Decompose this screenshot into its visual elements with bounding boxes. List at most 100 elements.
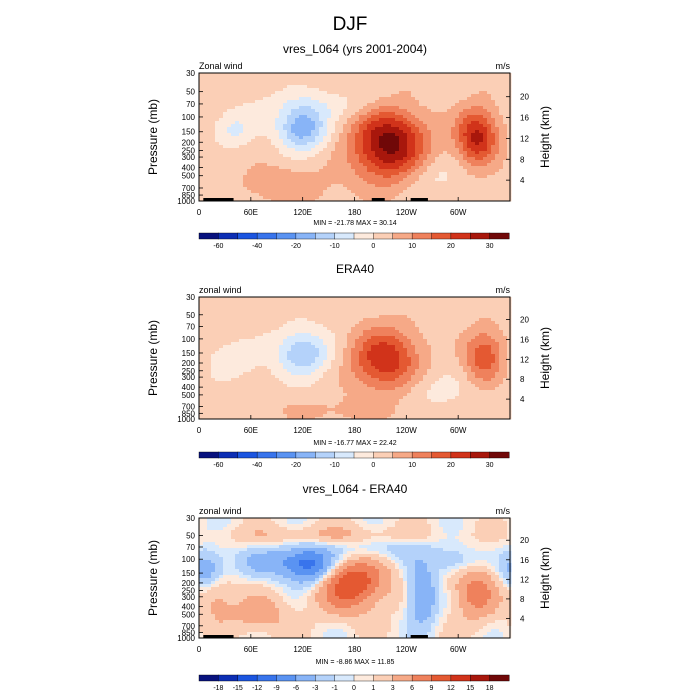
field-cell <box>211 178 216 182</box>
field-cell <box>487 181 492 185</box>
field-cell <box>251 151 256 155</box>
field-cell <box>431 342 436 346</box>
field-cell <box>223 345 228 349</box>
field-cell <box>335 184 340 188</box>
field-cell <box>471 193 476 197</box>
field-cell <box>223 175 228 179</box>
field-cell <box>331 100 336 104</box>
field-cell <box>387 199 392 202</box>
field-cell <box>287 148 292 152</box>
field-cell <box>247 157 252 161</box>
field-cell <box>439 300 444 304</box>
field-cell <box>231 121 236 125</box>
field-cell <box>487 184 492 188</box>
field-cell <box>423 118 428 122</box>
field-cell <box>279 88 284 92</box>
field-cell <box>419 315 424 319</box>
field-cell <box>235 339 240 343</box>
field-cell <box>391 348 396 352</box>
field-cell <box>443 321 448 325</box>
field-cell <box>319 187 324 191</box>
field-cell <box>299 333 304 337</box>
field-cell <box>327 303 332 307</box>
field-cell <box>439 306 444 310</box>
field-cell <box>455 103 460 107</box>
field-cell <box>507 345 512 349</box>
field-cell <box>495 151 500 155</box>
field-cell <box>467 118 472 122</box>
field-cell <box>355 73 360 77</box>
field-cell <box>207 178 212 182</box>
field-cell <box>499 312 504 316</box>
field-cell <box>339 345 344 349</box>
field-cell <box>451 115 456 119</box>
field-cell <box>427 151 432 155</box>
field-cell <box>459 142 464 146</box>
field-cell <box>503 136 508 140</box>
field-cell <box>419 82 424 86</box>
field-cell <box>395 82 400 86</box>
field-cell <box>207 100 212 104</box>
field-cell <box>207 121 212 125</box>
field-cell <box>499 184 504 188</box>
field-cell <box>447 139 452 143</box>
field-cell <box>215 336 220 340</box>
field-cell <box>483 336 488 340</box>
field-cell <box>411 157 416 161</box>
field-cell <box>279 342 284 346</box>
field-cell <box>419 85 424 89</box>
field-cell <box>455 157 460 161</box>
field-cell <box>419 136 424 140</box>
field-cell <box>483 342 488 346</box>
field-cell <box>371 94 376 98</box>
field-cell <box>443 85 448 89</box>
field-cell <box>439 160 444 164</box>
field-cell <box>447 303 452 307</box>
field-cell <box>379 351 384 355</box>
field-cell <box>279 145 284 149</box>
field-cell <box>491 85 496 89</box>
field-cell <box>251 121 256 125</box>
field-cell <box>307 79 312 83</box>
field-cell <box>363 163 368 167</box>
field-cell <box>215 303 220 307</box>
field-cell <box>379 312 384 316</box>
field-cell <box>287 166 292 170</box>
field-cell <box>499 121 504 125</box>
field-cell <box>411 181 416 185</box>
field-cell <box>279 112 284 116</box>
field-cell <box>199 327 204 331</box>
field-cell <box>339 327 344 331</box>
field-cell <box>483 115 488 119</box>
field-cell <box>471 330 476 334</box>
field-cell <box>267 193 272 197</box>
field-cell <box>415 345 420 349</box>
field-cell <box>463 118 468 122</box>
field-cell <box>451 348 456 352</box>
field-cell <box>471 181 476 185</box>
field-cell <box>379 151 384 155</box>
field-cell <box>323 112 328 116</box>
field-cell <box>443 118 448 122</box>
field-cell <box>503 327 508 331</box>
field-cell <box>467 145 472 149</box>
field-cell <box>459 127 464 131</box>
field-cell <box>287 100 292 104</box>
field-cell <box>415 336 420 340</box>
field-cell <box>259 121 264 125</box>
field-cell <box>375 336 380 340</box>
field-cell <box>295 187 300 191</box>
field-cell <box>275 154 280 158</box>
field-cell <box>475 184 480 188</box>
field-cell <box>371 169 376 173</box>
field-cell <box>367 142 372 146</box>
field-cell <box>239 306 244 310</box>
field-cell <box>259 181 264 185</box>
field-cell <box>395 103 400 107</box>
field-cell <box>459 300 464 304</box>
field-cell <box>199 172 204 176</box>
field-cell <box>215 73 220 77</box>
field-cell <box>503 181 508 185</box>
field-cell <box>363 300 368 304</box>
field-cell <box>247 88 252 92</box>
